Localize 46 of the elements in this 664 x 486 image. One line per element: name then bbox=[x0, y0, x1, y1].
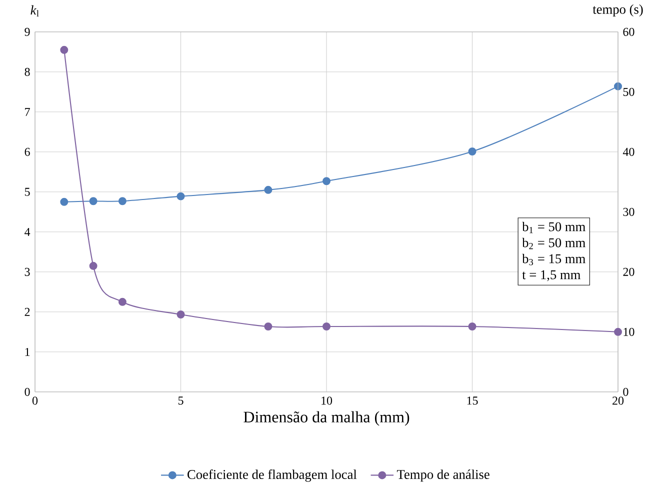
point bbox=[118, 298, 126, 306]
y-tick-label: 9 bbox=[24, 28, 30, 36]
point bbox=[468, 322, 476, 330]
annotation: b$_{2}$ = 50 mm bbox=[522, 238, 586, 249]
annotation: b$_{1}$ = 50 mm bbox=[522, 222, 586, 233]
y2-tick-label: 0 bbox=[623, 388, 628, 396]
y-tick-label: 4 bbox=[24, 228, 30, 236]
y-tick-label: 3 bbox=[24, 268, 30, 276]
annotation: t = 1,5 mm bbox=[522, 270, 580, 282]
point bbox=[614, 328, 622, 336]
point bbox=[89, 262, 98, 270]
y2-axis-title: tempo (s) bbox=[592, 4, 643, 16]
y2-tick-label: 30 bbox=[623, 208, 634, 216]
y-tick-label: 2 bbox=[24, 308, 30, 316]
x-tick-label: 15 bbox=[467, 396, 478, 405]
annotation: b$_{3}$ = 15 mm bbox=[522, 254, 586, 266]
point bbox=[118, 197, 126, 206]
y2-tick-label: 50 bbox=[623, 88, 634, 96]
point bbox=[264, 186, 272, 194]
x-tick-label: 10 bbox=[322, 396, 332, 405]
y2-tick-label: 60 bbox=[623, 28, 634, 36]
point bbox=[264, 322, 272, 330]
x-tick-label: 0 bbox=[32, 396, 38, 405]
point bbox=[176, 192, 185, 200]
legend-label: Coeficiente de flambagem local bbox=[188, 469, 357, 482]
y-tick-label: 5 bbox=[24, 188, 30, 196]
y2-tick-label: 20 bbox=[623, 268, 634, 276]
point bbox=[176, 310, 185, 318]
legend-label: Tempo de análise bbox=[396, 469, 490, 482]
y-tick-label: 8 bbox=[24, 68, 30, 76]
y-tick-label: 1 bbox=[25, 348, 30, 356]
point bbox=[89, 197, 98, 206]
y-tick-label: 7 bbox=[25, 108, 30, 116]
point bbox=[322, 322, 331, 330]
y2-tick-label: 10 bbox=[624, 328, 634, 336]
point bbox=[60, 46, 68, 54]
x-tick-label: 5 bbox=[178, 396, 184, 404]
x-tick-label: 20 bbox=[612, 396, 624, 405]
y-tick-label: 6 bbox=[24, 148, 30, 156]
y-tick-label: 0 bbox=[24, 388, 30, 396]
x-axis-title: Dimensão da malha (mm) bbox=[244, 411, 410, 426]
y-axis-title: k$_{l}$ bbox=[30, 5, 39, 16]
point bbox=[468, 147, 476, 156]
point bbox=[322, 177, 331, 185]
point bbox=[60, 198, 68, 206]
y2-tick-label: 40 bbox=[622, 148, 634, 156]
